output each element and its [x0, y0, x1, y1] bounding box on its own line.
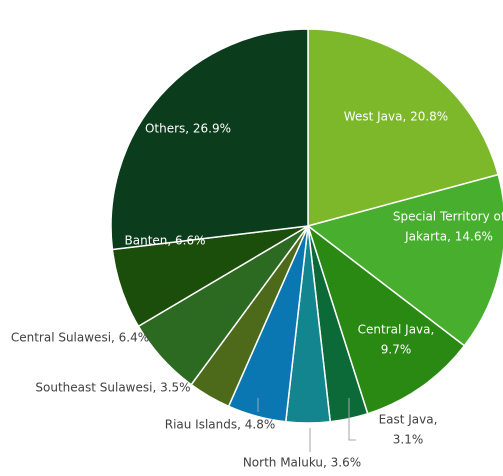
slice-label: West Java, 20.8% — [344, 110, 448, 124]
slice-label: Central Sulawesi, 6.4% — [11, 331, 149, 345]
pie-slice — [306, 173, 503, 347]
slice-label: Others, 26.9% — [145, 122, 231, 136]
slice-label: Central Java, — [358, 323, 435, 337]
pie-slice — [306, 223, 466, 415]
slice-label: Jakarta, 14.6% — [404, 230, 493, 244]
slice-label: Special Territory of — [393, 210, 503, 224]
pie-slice — [307, 28, 500, 227]
slice-label: Southeast Sulawesi, 3.5% — [35, 381, 190, 395]
pie-slice — [110, 28, 309, 251]
slice-label: 3.1% — [393, 433, 424, 447]
slice-label: East Java, — [379, 413, 438, 427]
slice-label: North Maluku, 3.6% — [243, 456, 361, 470]
slice-label: Banten, 6.6% — [125, 234, 206, 248]
slice-label: Riau Islands, 4.8% — [165, 418, 276, 432]
leader-line — [348, 398, 356, 441]
leader-lines — [257, 398, 356, 452]
slice-label: 9.7% — [381, 343, 412, 357]
